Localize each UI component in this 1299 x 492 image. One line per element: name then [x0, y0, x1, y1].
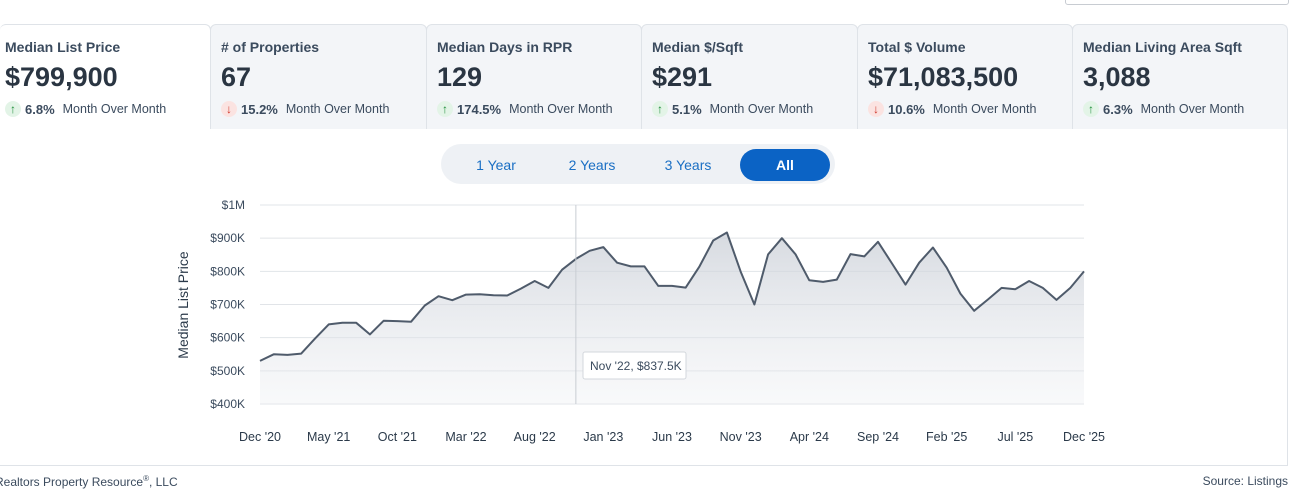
- y-tick-label: $600K: [210, 331, 245, 345]
- arrow-up-icon: ↑: [1083, 101, 1099, 117]
- footer-copyright: Realtors Property Resource®, LLC: [0, 474, 178, 489]
- y-tick-label: $1M: [222, 198, 245, 212]
- metric-value: $291: [652, 62, 713, 92]
- metric-card-living-area[interactable]: Median Living Area Sqft 3,088 ↑ 6.3% Mon…: [1072, 24, 1288, 129]
- metric-change: ↓ 10.6% Month Over Month: [868, 101, 1036, 117]
- x-tick-label: Sep '24: [857, 430, 899, 444]
- arrow-up-icon: ↑: [652, 101, 668, 117]
- y-tick-label: $400K: [210, 397, 245, 411]
- metric-change-pct: 10.6%: [888, 101, 925, 117]
- metric-card-median-days[interactable]: Median Days in RPR 129 ↑ 174.5% Month Ov…: [426, 24, 642, 129]
- footer-source: Source: Listings: [1203, 474, 1288, 488]
- metric-period: Month Over Month: [509, 102, 613, 116]
- y-tick-label: $700K: [210, 298, 245, 312]
- metric-card-properties[interactable]: # of Properties 67 ↓ 15.2% Month Over Mo…: [210, 24, 427, 129]
- range-1-year-button[interactable]: 1 Year: [476, 157, 516, 173]
- x-tick-label: Aug '22: [514, 430, 556, 444]
- footer-source-value: Listings: [1247, 474, 1288, 488]
- metric-change: ↑ 174.5% Month Over Month: [437, 101, 613, 117]
- metric-title: # of Properties: [221, 39, 320, 55]
- series-area: [260, 232, 1084, 404]
- footer-company: Realtors Property Resource: [0, 475, 144, 489]
- metric-period: Month Over Month: [709, 102, 814, 116]
- range-3-years-button[interactable]: 3 Years: [664, 157, 712, 173]
- range-2-years-button[interactable]: 2 Years: [568, 157, 616, 173]
- footer-source-label: Source:: [1202, 474, 1244, 488]
- x-tick-label: Jul '25: [997, 430, 1033, 444]
- top-search-box[interactable]: [1065, 0, 1289, 5]
- x-tick-label: Feb '25: [926, 430, 967, 444]
- arrow-down-icon: ↓: [868, 101, 884, 117]
- y-axis-label: Median List Price: [175, 251, 191, 359]
- x-tick-label: Oct '21: [378, 430, 417, 444]
- metric-period: Month Over Month: [1140, 102, 1245, 116]
- metric-title: Median List Price: [5, 39, 121, 55]
- range-all-button[interactable]: All: [740, 149, 830, 181]
- x-tick-label: Nov '23: [720, 430, 762, 444]
- x-tick-label: Jan '23: [583, 430, 623, 444]
- metric-card-median-price-sqft[interactable]: Median $/Sqft $291 ↑ 5.1% Month Over Mon…: [641, 24, 858, 129]
- footer-divider: [0, 465, 1288, 466]
- metric-cards: Median List Price $799,900 ↑ 6.8% Month …: [0, 24, 1288, 129]
- metric-card-median-list-price[interactable]: Median List Price $799,900 ↑ 6.8% Month …: [0, 24, 211, 129]
- metric-period: Month Over Month: [285, 102, 390, 116]
- y-tick-label: $800K: [210, 264, 245, 278]
- metric-title: Median Days in RPR: [437, 39, 573, 55]
- x-tick-label: Apr '24: [790, 430, 829, 444]
- metric-value: 67: [221, 62, 252, 92]
- metric-period: Month Over Month: [62, 102, 167, 116]
- x-tick-label: Jun '23: [652, 430, 692, 444]
- metric-title: Total $ Volume: [868, 39, 966, 55]
- metric-value: $71,083,500: [868, 62, 1019, 92]
- x-tick-label: Mar '22: [445, 430, 486, 444]
- metric-change-pct: 174.5%: [457, 101, 502, 117]
- time-range-selector: 1 Year 2 Years 3 Years All: [441, 144, 835, 184]
- metric-change: ↑ 5.1% Month Over Month: [652, 101, 813, 117]
- metric-title: Median Living Area Sqft: [1083, 39, 1242, 55]
- metric-change: ↑ 6.3% Month Over Month: [1083, 101, 1244, 117]
- metric-change-pct: 15.2%: [241, 101, 278, 117]
- metric-value: 3,088: [1083, 62, 1151, 92]
- y-tick-label: $900K: [210, 231, 245, 245]
- tooltip-box: [582, 351, 687, 380]
- x-tick-label: Dec '25: [1063, 430, 1105, 444]
- footer-company-suffix: , LLC: [148, 475, 178, 489]
- arrow-up-icon: ↑: [5, 101, 21, 117]
- arrow-down-icon: ↓: [221, 101, 237, 117]
- metric-change-pct: 6.8%: [25, 101, 55, 117]
- metric-value: 129: [437, 62, 483, 92]
- metric-card-total-volume[interactable]: Total $ Volume $71,083,500 ↓ 10.6% Month…: [857, 24, 1073, 129]
- metric-change-pct: 5.1%: [672, 101, 702, 117]
- series-line: [259, 231, 1085, 362]
- arrow-up-icon: ↑: [437, 101, 453, 117]
- x-tick-label: May '21: [307, 430, 350, 444]
- footer-registered-mark: ®: [143, 474, 149, 483]
- x-tick-label: Dec '20: [239, 430, 281, 444]
- median-list-price-chart: $1M $900K $800K $700K $600K $500K $400K Median …: [175, 198, 1105, 444]
- y-tick-label: $500K: [210, 364, 245, 378]
- chart-panel: [0, 129, 1288, 465]
- metric-period: Month Over Month: [932, 102, 1037, 116]
- metric-title: Median $/Sqft: [652, 39, 744, 55]
- metric-change: ↑ 6.8% Month Over Month: [5, 101, 166, 117]
- metric-change-pct: 6.3%: [1103, 101, 1133, 117]
- tooltip-text: Nov '22, $837.5K: [590, 359, 682, 373]
- metric-value: $799,900: [5, 62, 118, 92]
- metric-change: ↓ 15.2% Month Over Month: [221, 101, 389, 117]
